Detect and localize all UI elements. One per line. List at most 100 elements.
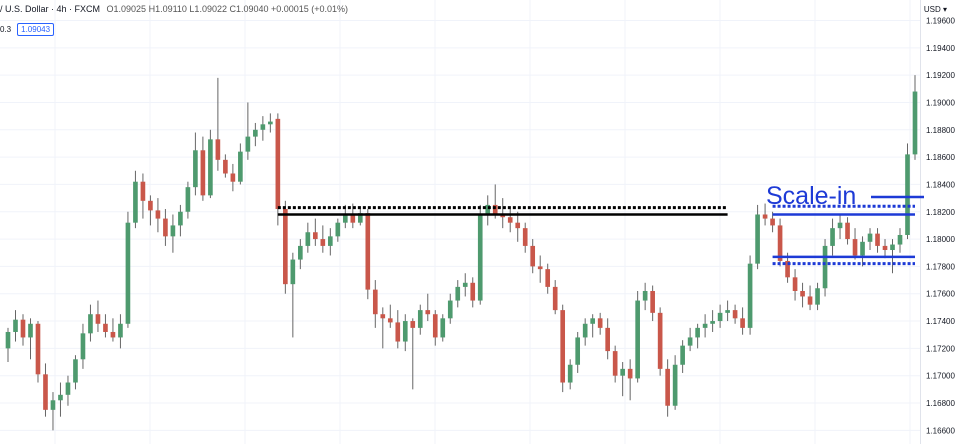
candle-body — [620, 368, 625, 376]
candle-body — [305, 232, 311, 246]
candle-body — [665, 368, 670, 406]
candle-body — [597, 318, 603, 328]
candle-body — [95, 314, 101, 324]
candle-body — [238, 151, 243, 182]
candle-body — [867, 233, 873, 242]
candle-body — [605, 327, 610, 352]
scale-in-label: Scale-in — [766, 182, 856, 210]
candle-body — [762, 214, 768, 219]
y-tick-label: 1.18600 — [926, 153, 955, 162]
currency-dropdown[interactable]: USD ▾ — [924, 5, 947, 14]
candle-layer — [5, 75, 918, 431]
candle-body — [485, 204, 491, 215]
candle-body — [200, 150, 206, 196]
candle-body — [492, 204, 498, 215]
candle-body — [298, 245, 303, 260]
candle-body — [73, 359, 78, 383]
candle-body — [800, 290, 805, 297]
candle-body — [747, 263, 753, 328]
candle-body — [13, 319, 18, 332]
candle-body — [447, 300, 453, 319]
candle-body — [320, 239, 326, 246]
candle-body — [43, 374, 48, 410]
candle-body — [710, 321, 715, 324]
candle-body — [440, 318, 446, 338]
candle-body — [327, 236, 333, 246]
trade-buttons: 0.3 1.09043 — [0, 23, 55, 36]
candle-body — [350, 214, 356, 223]
spread-value: 0.3 — [0, 25, 12, 34]
candle-body — [717, 312, 723, 322]
candle-body — [582, 323, 588, 338]
symbol-title[interactable]: / U.S. Dollar · 4h · FXCM — [0, 4, 101, 14]
y-tick-label: 1.18800 — [926, 126, 955, 135]
y-tick-label: 1.17200 — [926, 344, 955, 353]
candle-body — [148, 200, 153, 211]
candle-body — [155, 210, 161, 219]
candle-body — [110, 331, 116, 338]
candle-body — [740, 318, 745, 328]
candle-body — [193, 150, 198, 188]
candle-body — [425, 310, 431, 315]
candle-body — [890, 244, 895, 251]
candle-body — [125, 222, 131, 324]
y-tick-label: 1.19000 — [926, 98, 955, 107]
candle-body — [627, 368, 633, 379]
annotation-layer: Scale-in — [766, 182, 924, 210]
candle-body — [357, 213, 363, 223]
y-tick-label: 1.16800 — [926, 399, 955, 408]
candle-body — [260, 124, 266, 130]
candle-body — [560, 310, 566, 383]
candle-body — [417, 310, 423, 328]
candle-body — [792, 277, 798, 291]
candle-body — [230, 173, 236, 182]
symbol-legend: / U.S. Dollar · 4h · FXCM O1.09025 H1.09… — [0, 4, 352, 14]
candle-body — [575, 337, 581, 365]
candle-body — [657, 312, 663, 369]
buy-price-box[interactable]: 1.09043 — [17, 23, 55, 36]
price-axis: 1.19600 1.19400 1.19200 1.19000 1.18800 1.186… — [920, 0, 955, 444]
candle-body — [432, 314, 438, 338]
candle-body — [387, 318, 393, 323]
candle-body — [215, 139, 221, 160]
candle-body — [380, 314, 386, 319]
candle-body — [882, 245, 888, 251]
candle-body — [522, 228, 528, 246]
candle-body — [590, 318, 596, 324]
candle-body — [20, 319, 26, 338]
candle-body — [642, 290, 648, 301]
candle-body — [185, 187, 191, 212]
candle-body — [245, 136, 251, 152]
candle-body — [290, 259, 296, 285]
candle-body — [178, 211, 183, 226]
ohlc-values: O1.09025 H1.09110 L1.09022 C1.09040 +0.0… — [106, 4, 349, 14]
candle-body — [342, 214, 348, 223]
candle-body — [875, 233, 880, 246]
candle-body — [133, 181, 138, 223]
candle-body — [462, 282, 468, 287]
candle-body — [725, 310, 730, 313]
y-tick-label: 1.19200 — [926, 71, 955, 80]
candle-body — [830, 228, 835, 246]
candle-body — [852, 239, 858, 256]
chevron-down-icon: ▾ — [942, 5, 947, 14]
candle-body — [410, 321, 416, 328]
candle-body — [470, 282, 476, 301]
candle-body — [777, 225, 783, 261]
candle-body — [163, 218, 168, 237]
candle-body — [530, 245, 536, 267]
candle-body — [35, 323, 41, 375]
candle-body — [770, 218, 775, 226]
candle-body — [822, 245, 828, 289]
candle-body — [103, 323, 108, 332]
candle-body — [140, 181, 146, 201]
candle-body — [552, 286, 558, 311]
candle-body — [283, 209, 288, 285]
candle-body — [50, 400, 56, 410]
candle-body — [372, 289, 378, 315]
candle-body — [268, 121, 273, 125]
candle-body — [732, 310, 738, 319]
y-tick-label: 1.19400 — [926, 44, 955, 53]
